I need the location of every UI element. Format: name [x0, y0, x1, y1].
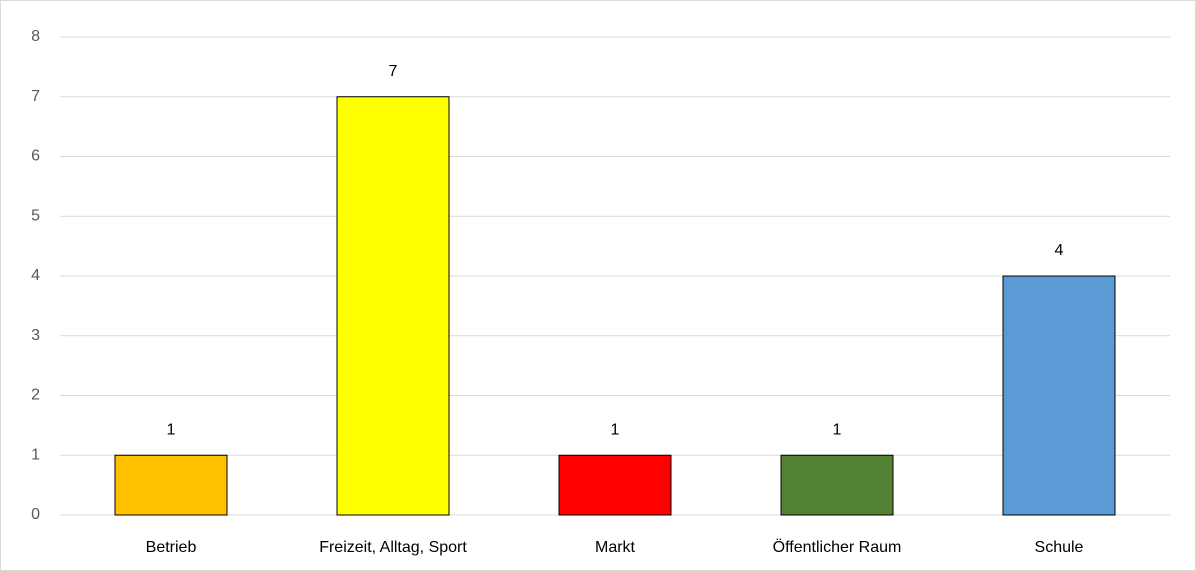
y-tick-label: 5 [31, 207, 40, 224]
x-tick-label: Schule [1035, 539, 1084, 556]
data-label: 1 [167, 421, 176, 438]
y-tick-label: 7 [31, 88, 40, 105]
y-tick-label: 6 [31, 148, 40, 165]
x-tick-label: Markt [595, 539, 636, 556]
x-tick-label: Freizeit, Alltag, Sport [319, 539, 467, 556]
x-tick-label: Betrieb [146, 539, 197, 556]
y-tick-label: 2 [31, 387, 40, 404]
bar [1002, 275, 1116, 516]
bar [558, 454, 672, 516]
data-label: 1 [833, 421, 842, 438]
y-tick-label: 1 [31, 446, 40, 463]
y-tick-label: 4 [31, 267, 40, 284]
x-tick-label: Öffentlicher Raum [773, 538, 902, 556]
data-label: 4 [1055, 242, 1064, 259]
bar [114, 454, 228, 516]
data-label: 7 [389, 63, 398, 80]
y-tick-label: 8 [31, 28, 40, 45]
bar [336, 96, 450, 516]
y-tick-label: 3 [31, 327, 40, 344]
y-tick-label: 0 [31, 506, 40, 523]
data-label: 1 [611, 421, 620, 438]
bar [780, 454, 894, 516]
